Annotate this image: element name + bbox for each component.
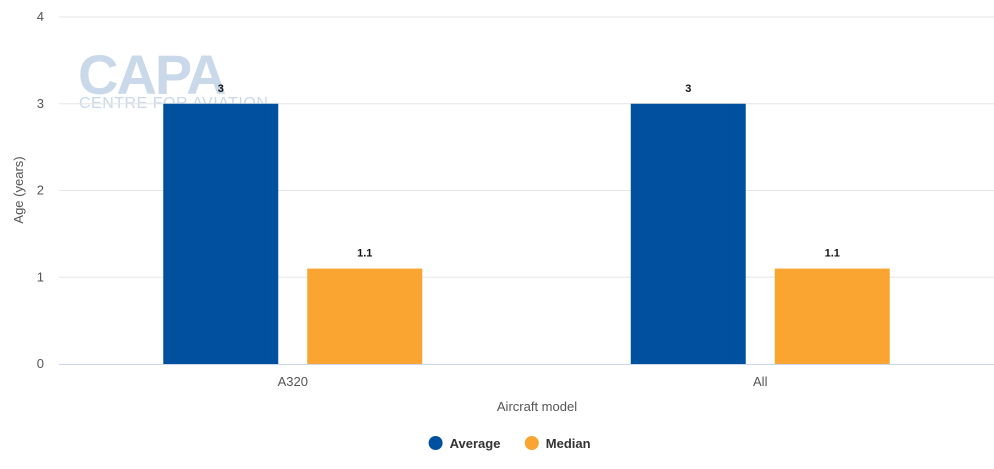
legend-marker-average [428,436,443,450]
data-label: 3 [218,83,224,95]
data-labels: 3 1.1 3 1.1 [218,83,840,260]
legend-item-average[interactable]: Average [450,436,501,451]
legend-item-median[interactable]: Median [546,436,591,451]
y-tick-label: 4 [37,9,44,24]
legend: Average Median [428,436,591,451]
bar-average [630,103,746,364]
data-label: 3 [685,83,691,95]
y-axis-title: Age (years) [11,156,26,223]
bars [163,103,890,364]
legend-marker-median [524,436,539,450]
data-label: 1.1 [825,248,840,260]
y-tick-label: 3 [37,96,44,111]
y-axis-ticks: 0 1 2 3 4 [37,9,44,371]
x-tick-label: All [753,374,768,389]
x-axis-title: Aircraft model [497,399,577,414]
y-tick-label: 1 [37,269,44,284]
x-axis-ticks: A320 All [278,374,768,389]
y-tick-label: 0 [37,356,44,371]
watermark: CAPA CENTRE FOR AVIATION [78,43,268,112]
bar-average [163,103,279,364]
data-label: 1.1 [357,248,372,260]
x-tick-label: A320 [278,374,308,389]
y-tick-label: 2 [37,183,44,198]
bar-median [774,268,890,364]
bar-median [307,268,423,364]
watermark-logo: CAPA [78,43,225,106]
